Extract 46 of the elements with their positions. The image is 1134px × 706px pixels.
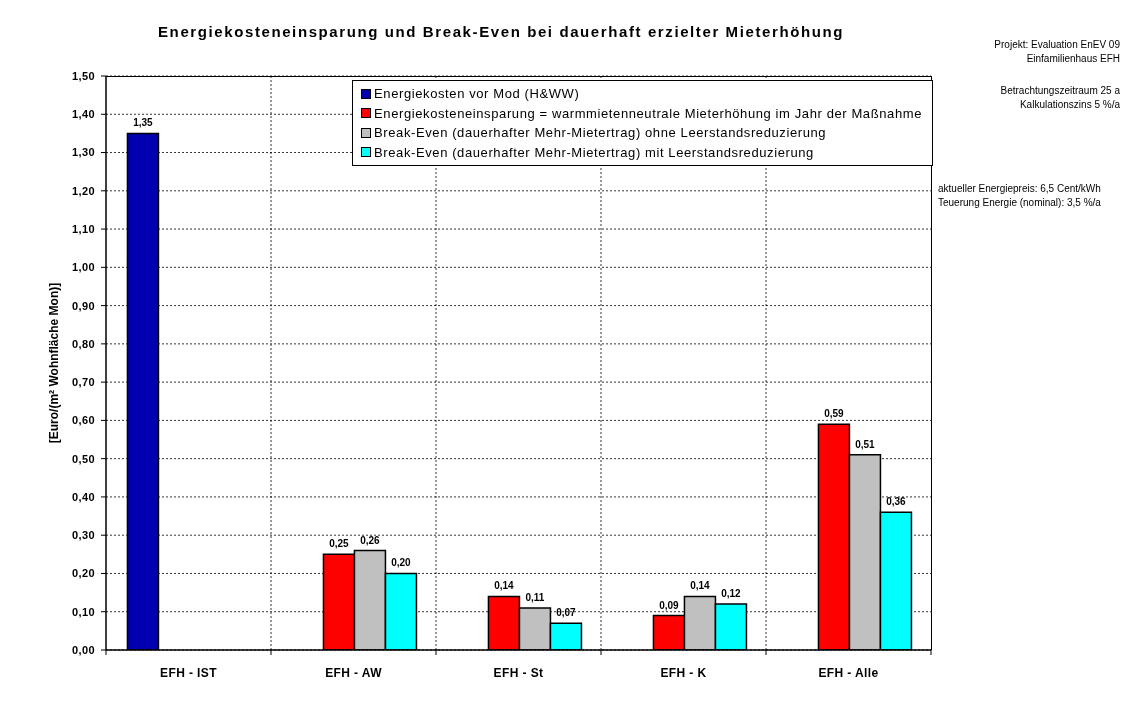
data-label: 0,20 bbox=[391, 557, 412, 569]
y-tick-label: 1,20 bbox=[71, 184, 95, 197]
data-label: 0,51 bbox=[855, 438, 876, 450]
chart-title: Energiekosteneinsparung und Break-Even bei dauerhaft erzielter Mieterhöhung bbox=[157, 23, 845, 40]
y-tick-label: 0,90 bbox=[71, 299, 95, 312]
text: Einfamilienhaus EFH bbox=[1026, 53, 1120, 64]
data-label: 0,59 bbox=[824, 408, 845, 420]
text: Teuerung Energie (nominal): 3,5 %/a bbox=[938, 197, 1101, 208]
data-label: 0,25 bbox=[329, 538, 350, 550]
y-tick-label: 0,40 bbox=[71, 490, 95, 503]
data-label: 0,09 bbox=[659, 599, 680, 611]
x-tick-label: EFH - AW bbox=[325, 666, 383, 680]
data-label: 1,35 bbox=[133, 117, 154, 129]
text: Betrachtungszeitraum 25 a bbox=[1000, 85, 1120, 96]
y-tick-label: 0,70 bbox=[71, 376, 95, 389]
x-tick-label: EFH - K bbox=[660, 666, 707, 680]
y-tick-label: 0,10 bbox=[71, 605, 95, 618]
y-tick-label: 1,40 bbox=[71, 108, 95, 121]
legend-label: Energiekosten vor Mod (H&WW) bbox=[374, 86, 580, 102]
data-label: 0,14 bbox=[690, 580, 711, 592]
data-label: 0,14 bbox=[494, 580, 515, 592]
x-tick-label: EFH - Alle bbox=[818, 666, 879, 680]
y-tick-label: 1,00 bbox=[71, 261, 95, 274]
text: Kalkulationszins 5 %/a bbox=[1019, 99, 1120, 110]
y-axis-title: [Euro/(m² Wohnfläche Mon)] bbox=[47, 282, 61, 444]
y-tick-label: 0,20 bbox=[71, 567, 95, 580]
y-tick-label: 0,60 bbox=[71, 414, 95, 427]
y-tick-label: 0,80 bbox=[71, 337, 95, 350]
legend-label: Break-Even (dauerhafter Mehr-Mietertrag) ohne Leerstandsreduzierung bbox=[374, 125, 827, 141]
text: Projekt: Evaluation EnEV 09 bbox=[994, 39, 1120, 50]
y-tick-label: 0,30 bbox=[71, 529, 95, 542]
text: aktueller Energiepreis: 6,5 Cent/kWh bbox=[938, 183, 1101, 194]
data-label: 0,26 bbox=[360, 534, 381, 546]
y-tick-label: 0,50 bbox=[71, 452, 95, 465]
legend-label: Energiekosteneinsparung = warmmietenneutrale Mieterhöhung im Jahr der Maßnahme bbox=[374, 105, 922, 121]
y-tick-label: 0,00 bbox=[71, 643, 95, 656]
data-label: 0,36 bbox=[886, 496, 907, 508]
data-label: 0,11 bbox=[525, 591, 545, 603]
x-tick-label: EFH - St bbox=[493, 666, 544, 680]
x-tick-label: EFH - IST bbox=[160, 666, 218, 680]
y-tick-label: 1,30 bbox=[71, 146, 95, 159]
data-label: 0,07 bbox=[556, 607, 577, 619]
data-label: 0,12 bbox=[721, 588, 742, 600]
legend-label: Break-Even (dauerhafter Mehr-Mietertrag) mit Leerstandsreduzierung bbox=[374, 144, 814, 160]
y-tick-label: 1,50 bbox=[71, 69, 95, 82]
y-tick-label: 1,10 bbox=[71, 222, 95, 235]
